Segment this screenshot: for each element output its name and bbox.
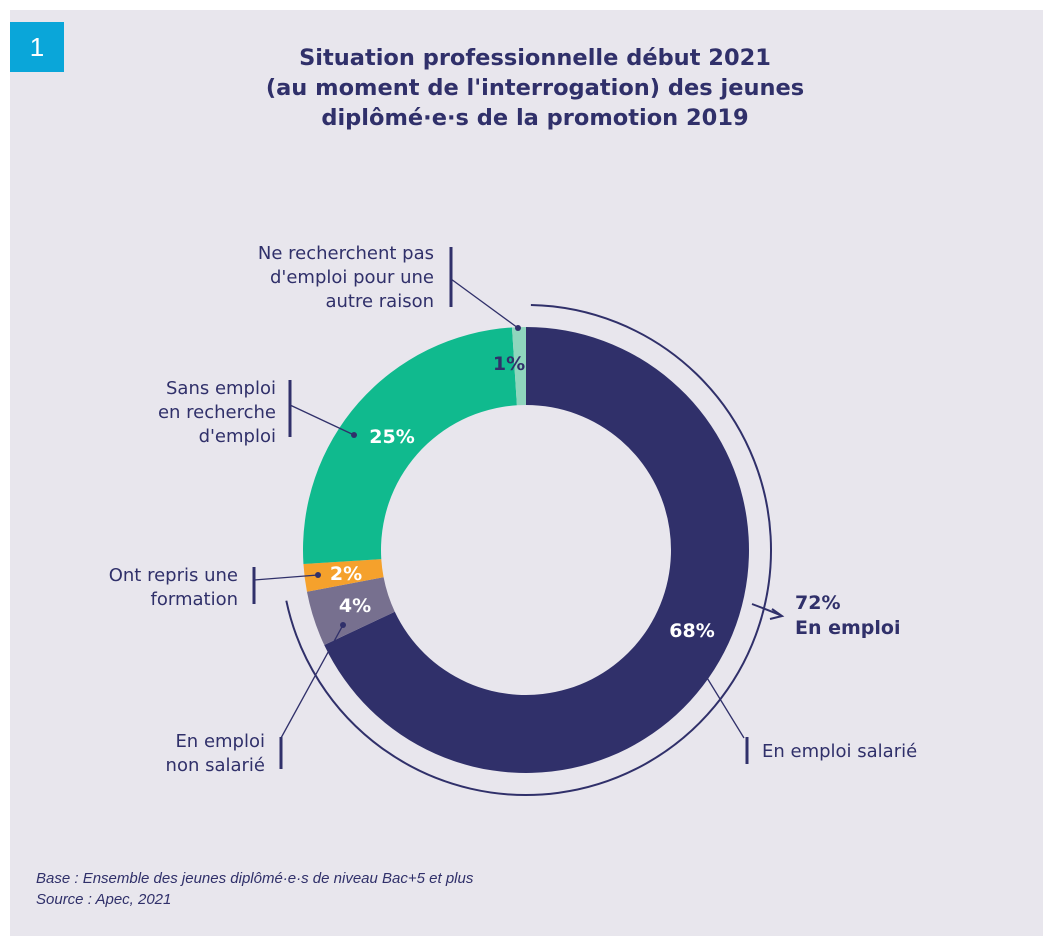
donut-slice <box>511 327 526 406</box>
title-line: diplômé·e·s de la promotion 2019 <box>321 105 749 131</box>
value-label-non-salarie: 4% <box>339 595 371 617</box>
footnote-source: Source : Apec, 2021 <box>36 891 172 908</box>
value-label-salarie: 68% <box>669 620 714 642</box>
group-arrow <box>751 603 781 616</box>
label-recherche-line: d'emploi <box>199 426 276 447</box>
donut-slice <box>324 327 749 773</box>
label-autre-line: Ne recherchent pas <box>258 243 434 264</box>
label-recherche-line: Sans emploi <box>166 378 276 399</box>
footnote-base: Base : Ensemble des jeunes diplômé·e·s d… <box>36 870 474 887</box>
leader-lines <box>253 278 745 739</box>
chart-title: Situation professionnelle début 2021 (au… <box>180 43 890 133</box>
label-autre-line: autre raison <box>325 291 434 312</box>
title-line: (au moment de l'interrogation) des jeune… <box>265 75 805 101</box>
donut-slice <box>303 327 517 565</box>
label-bars <box>252 247 749 769</box>
leader-dots <box>315 325 696 658</box>
label-non-salarie-line: En emploi <box>175 731 265 752</box>
group-arc <box>285 304 772 796</box>
footnote: Base : Ensemble des jeunes diplômé·e·s d… <box>36 868 473 910</box>
group-label: En emploi <box>795 617 900 639</box>
label-autre-line: d'emploi pour une <box>270 267 434 288</box>
value-label-recherche: 25% <box>369 426 414 448</box>
label-recherche-line: en recherche <box>158 402 276 423</box>
chart-panel <box>10 10 1043 936</box>
donut-slices <box>303 327 749 773</box>
figure-number-badge: 1 <box>10 22 64 72</box>
group-value: 72% <box>795 592 840 614</box>
donut-slice <box>306 577 395 645</box>
label-salarie: En emploi salarié <box>762 741 917 762</box>
value-label-autre: 1% <box>493 353 525 375</box>
value-label-formation: 2% <box>330 563 362 585</box>
label-non-salarie-line: non salarié <box>166 755 265 776</box>
label-formation-line: Ont repris une <box>109 565 238 586</box>
group-arrow-head <box>769 608 785 620</box>
label-formation-line: formation <box>151 589 238 610</box>
donut-slice <box>303 559 384 592</box>
title-line: Situation professionnelle début 2021 <box>299 45 771 71</box>
